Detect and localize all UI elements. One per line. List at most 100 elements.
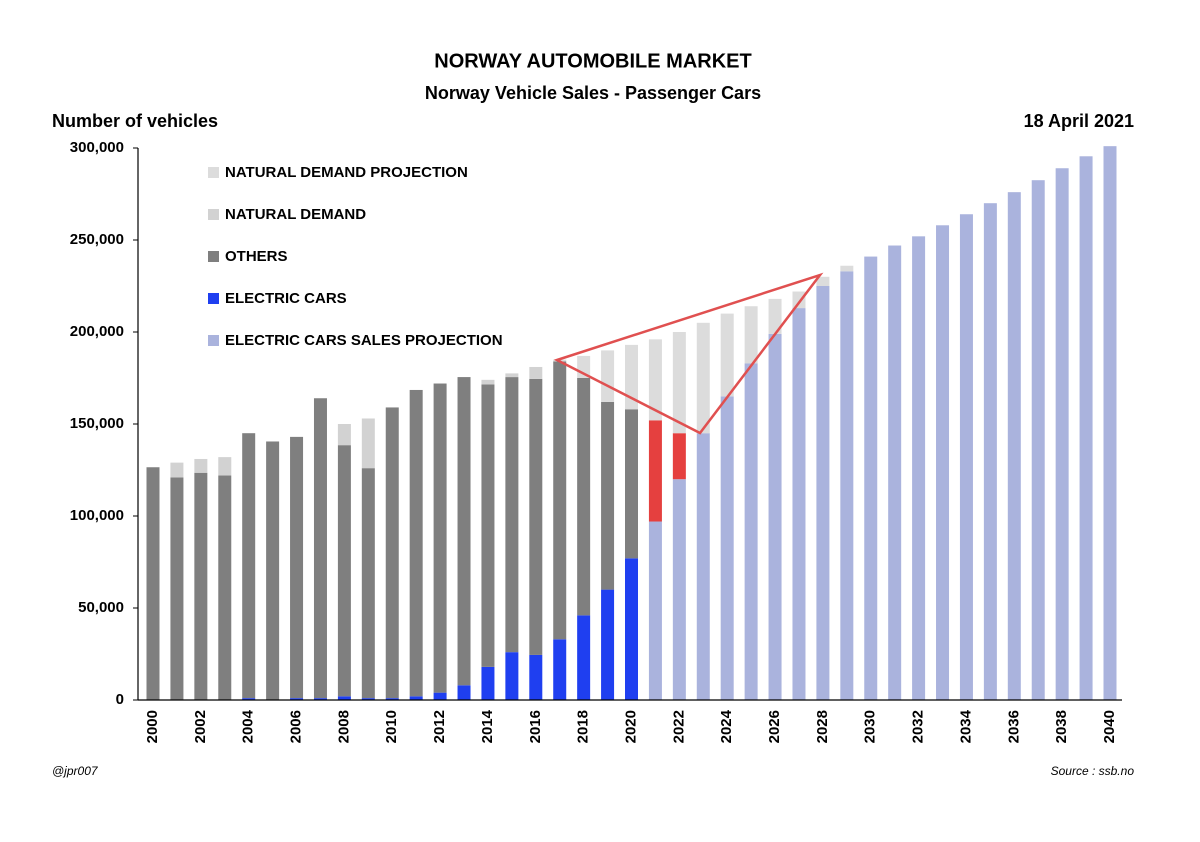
bar-segment <box>457 685 471 700</box>
bar-segment <box>505 377 519 653</box>
legend-swatch <box>208 251 219 262</box>
y-tick-label: 150,000 <box>70 415 124 432</box>
bar-segment <box>433 383 447 693</box>
bar-segment <box>625 344 638 410</box>
chart-subtitle: Norway Vehicle Sales - Passenger Cars <box>425 83 761 103</box>
bar-segment <box>1007 192 1021 700</box>
bar-segment <box>290 436 304 699</box>
bar-segment <box>816 286 830 700</box>
bar-segment <box>170 462 184 478</box>
bar-segment <box>864 256 878 700</box>
bar-segment <box>601 589 615 700</box>
bar-segment <box>409 389 423 697</box>
bar-segment <box>337 696 351 700</box>
x-tick-label: 2020 <box>622 710 639 743</box>
credit: @jpr007 <box>52 764 99 778</box>
bar-segment <box>648 339 662 421</box>
bar-segment <box>266 441 280 700</box>
x-tick-label: 2024 <box>718 709 735 743</box>
bar-segment <box>194 472 208 700</box>
y-tick-label: 100,000 <box>70 507 124 524</box>
bar-segment <box>601 350 615 402</box>
x-tick-label: 2026 <box>766 710 783 743</box>
legend-label: ELECTRIC CARS <box>225 290 347 307</box>
legend-swatch <box>208 209 219 220</box>
bar-segment <box>242 433 256 699</box>
bar-segment <box>816 276 830 286</box>
x-tick-label: 2036 <box>1005 710 1022 743</box>
x-tick-label: 2004 <box>240 709 257 743</box>
bar-segment <box>959 214 973 701</box>
bar-segment <box>840 265 854 272</box>
bar-segment <box>385 407 399 699</box>
x-tick-label: 2028 <box>814 710 831 743</box>
bar-segment <box>553 361 567 640</box>
legend-label: ELECTRIC CARS SALES PROJECTION <box>225 332 503 349</box>
bar-segment <box>792 308 806 700</box>
plot-area <box>146 146 1117 701</box>
legend-swatch <box>208 335 219 346</box>
bar-segment <box>313 398 327 699</box>
x-tick-label: 2014 <box>479 709 496 743</box>
x-tick-label: 2008 <box>335 710 352 743</box>
date: 18 April 2021 <box>1024 111 1134 131</box>
bar-segment <box>744 306 758 364</box>
bar-segment <box>577 615 591 700</box>
source: Source : ssb.no <box>1051 764 1135 778</box>
bar-segment <box>1055 168 1069 701</box>
bar-segment <box>457 377 471 686</box>
x-tick-label: 2040 <box>1101 710 1118 743</box>
bar-segment <box>218 457 232 476</box>
legend-swatch <box>208 293 219 304</box>
bar-segment <box>648 521 662 700</box>
bar-segment <box>601 401 615 590</box>
bar-segment <box>840 271 854 700</box>
x-tick-label: 2010 <box>383 710 400 743</box>
bar-segment <box>529 378 543 655</box>
bar-segment <box>744 363 758 700</box>
bar-segment <box>625 409 638 559</box>
bar-segment <box>768 333 782 700</box>
bar-segment <box>625 558 638 700</box>
y-tick-label: 300,000 <box>70 139 124 156</box>
legend-label: NATURAL DEMAND <box>225 206 366 223</box>
bar-segment <box>696 322 710 434</box>
bar-segment <box>337 445 351 697</box>
legend-label: OTHERS <box>225 248 288 265</box>
bar-segment <box>433 692 447 700</box>
x-tick-label: 2002 <box>192 710 209 743</box>
bar-segment <box>218 475 232 700</box>
bar-segment <box>888 245 902 700</box>
bar-segment <box>361 468 375 699</box>
bar-segment <box>1031 180 1045 700</box>
bar-segment <box>529 366 543 379</box>
x-tick-label: 2012 <box>431 710 448 743</box>
bar-segment <box>146 467 160 700</box>
bar-segment <box>361 418 375 469</box>
x-tick-label: 2006 <box>288 710 305 743</box>
bar-segment <box>936 225 950 700</box>
bar-segment <box>1079 156 1093 700</box>
bar-segment <box>672 433 686 480</box>
bar-segment <box>505 373 519 378</box>
bar-segment <box>720 396 734 700</box>
bar-segment <box>912 236 926 700</box>
bar-segment <box>290 698 304 700</box>
x-tick-label: 2018 <box>575 710 592 743</box>
x-tick-label: 2032 <box>910 710 927 743</box>
bar-segment <box>983 203 997 700</box>
bar-segment <box>313 698 327 700</box>
x-tick-label: 2022 <box>670 710 687 743</box>
legend-label: NATURAL DEMAND PROJECTION <box>225 164 468 181</box>
bar-segment <box>577 378 591 616</box>
x-tick-label: 2034 <box>957 709 974 743</box>
bar-segment <box>672 332 686 434</box>
bar-segment <box>242 698 256 700</box>
bar-segment <box>696 433 710 700</box>
bar-segment <box>720 313 734 397</box>
bar-segment <box>170 477 184 700</box>
y-axis-label: Number of vehicles <box>52 111 218 131</box>
bar-segment <box>481 379 495 385</box>
annotation-triangle <box>553 272 824 435</box>
